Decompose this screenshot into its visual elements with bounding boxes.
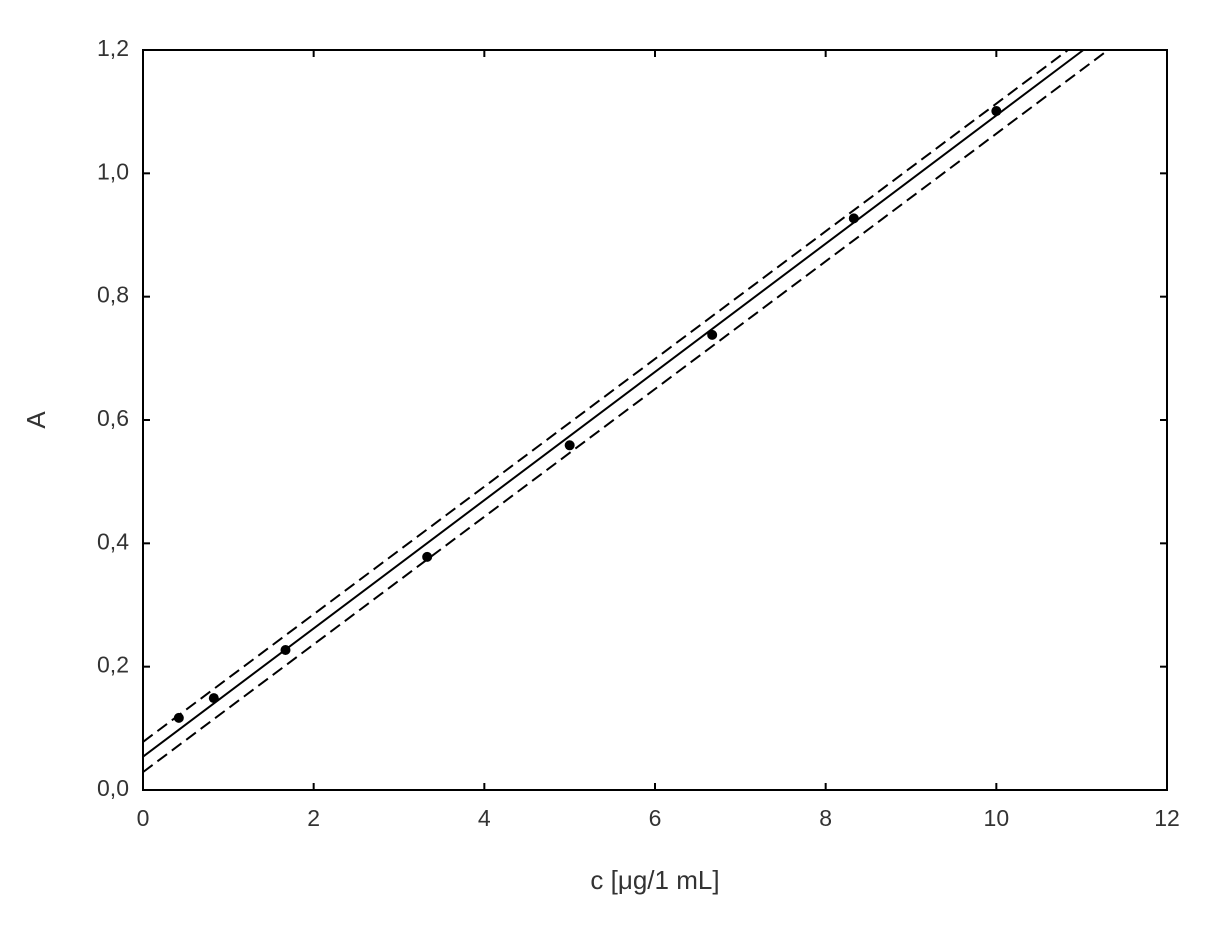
confidence-band [142, 49, 1109, 773]
x-tick-label: 0 [137, 805, 150, 831]
x-tick-label: 10 [984, 805, 1010, 831]
data-point [173, 712, 184, 723]
x-tick-label: 6 [649, 805, 662, 831]
data-point [422, 551, 433, 562]
confidence-band [142, 49, 1069, 743]
x-tick-label: 12 [1154, 805, 1180, 831]
y-tick-label: 0,2 [97, 652, 129, 678]
y-tick-label: 0,4 [97, 528, 129, 554]
fit-line [142, 49, 1084, 758]
y-axis-label: A [21, 411, 51, 429]
y-tick-label: 0,0 [97, 775, 129, 801]
plot-frame [142, 49, 1168, 791]
x-tick-label: 8 [819, 805, 832, 831]
y-tick-label: 0,6 [97, 405, 129, 431]
data-point [564, 440, 575, 451]
x-axis-label: c [μg/1 mL] [590, 865, 719, 895]
y-tick-label: 1,0 [97, 158, 129, 184]
y-tick-label: 0,8 [97, 282, 129, 308]
y-tick-label: 1,2 [97, 35, 129, 61]
x-tick-label: 4 [478, 805, 491, 831]
data-point [707, 329, 718, 340]
x-tick-label: 2 [307, 805, 320, 831]
